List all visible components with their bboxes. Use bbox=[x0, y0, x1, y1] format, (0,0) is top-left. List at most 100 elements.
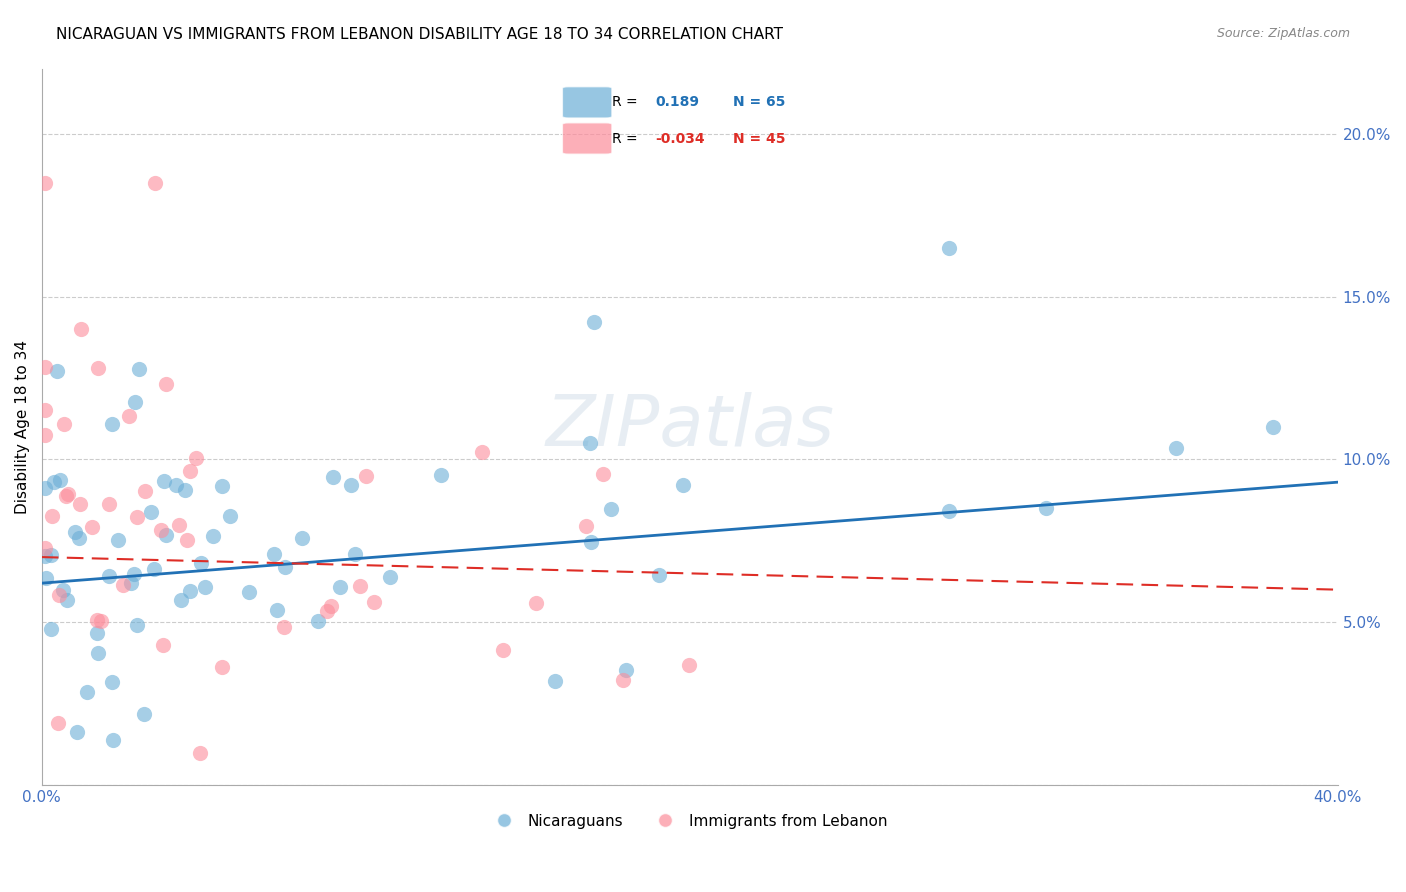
Point bbox=[211, 479, 233, 493]
Point bbox=[41, 509, 63, 524]
Point bbox=[127, 509, 149, 524]
Point bbox=[238, 585, 260, 599]
Point bbox=[211, 660, 233, 674]
Point bbox=[90, 614, 112, 628]
Point bbox=[194, 580, 217, 594]
Point bbox=[174, 483, 197, 498]
Legend: Nicaraguans, Immigrants from Lebanon: Nicaraguans, Immigrants from Lebanon bbox=[486, 807, 893, 835]
Point bbox=[34, 541, 56, 555]
Point bbox=[111, 578, 134, 592]
Point bbox=[579, 436, 602, 450]
Point bbox=[672, 478, 695, 492]
Point bbox=[648, 568, 671, 582]
Point bbox=[581, 535, 603, 549]
Point bbox=[429, 468, 451, 483]
Point bbox=[139, 505, 162, 519]
Point bbox=[273, 559, 295, 574]
Y-axis label: Disability Age 18 to 34: Disability Age 18 to 34 bbox=[15, 340, 30, 514]
Point bbox=[152, 474, 174, 488]
Point bbox=[97, 497, 120, 511]
Point bbox=[76, 684, 98, 698]
Text: Source: ZipAtlas.com: Source: ZipAtlas.com bbox=[1216, 27, 1350, 40]
Point bbox=[291, 531, 314, 545]
Point bbox=[118, 409, 141, 423]
Point bbox=[100, 417, 122, 432]
Text: -0.034: -0.034 bbox=[655, 132, 704, 146]
Point bbox=[575, 519, 598, 533]
Point bbox=[339, 477, 361, 491]
Point bbox=[42, 475, 65, 489]
Point bbox=[263, 547, 285, 561]
Point bbox=[69, 322, 91, 336]
Point bbox=[307, 614, 329, 628]
Point bbox=[167, 517, 190, 532]
Point bbox=[938, 503, 960, 517]
Point bbox=[132, 707, 155, 722]
Point bbox=[592, 467, 614, 481]
Point bbox=[543, 673, 565, 688]
Point bbox=[155, 528, 177, 542]
FancyBboxPatch shape bbox=[562, 87, 612, 118]
Text: R =: R = bbox=[612, 132, 637, 146]
Text: ZIPatlas: ZIPatlas bbox=[546, 392, 834, 461]
Point bbox=[184, 451, 207, 466]
Point bbox=[107, 533, 129, 547]
Point bbox=[134, 484, 156, 499]
Point bbox=[100, 674, 122, 689]
Point bbox=[170, 593, 193, 607]
Point bbox=[69, 497, 91, 511]
Point bbox=[86, 361, 108, 376]
Text: N = 45: N = 45 bbox=[733, 132, 785, 146]
Point bbox=[678, 658, 700, 673]
Point bbox=[143, 562, 166, 576]
Point bbox=[349, 579, 371, 593]
Point bbox=[614, 663, 637, 677]
Point bbox=[344, 547, 367, 561]
Point bbox=[34, 427, 56, 442]
Point bbox=[149, 524, 172, 538]
Point bbox=[492, 643, 515, 657]
Point bbox=[65, 725, 87, 739]
Point bbox=[179, 465, 201, 479]
Text: N = 65: N = 65 bbox=[733, 95, 785, 109]
Point bbox=[34, 176, 56, 190]
Point bbox=[35, 571, 58, 585]
Point bbox=[363, 595, 385, 609]
Point bbox=[34, 403, 56, 417]
Point bbox=[97, 568, 120, 582]
Point bbox=[80, 519, 103, 533]
Point bbox=[143, 176, 166, 190]
Point bbox=[39, 548, 62, 562]
Point bbox=[188, 746, 211, 760]
Point bbox=[55, 593, 77, 607]
Point bbox=[219, 509, 242, 524]
Point bbox=[86, 613, 108, 627]
Point bbox=[65, 525, 87, 540]
Point bbox=[46, 716, 69, 731]
Point bbox=[600, 501, 623, 516]
Point bbox=[165, 478, 187, 492]
Point bbox=[127, 618, 149, 632]
Point bbox=[202, 529, 225, 543]
Point bbox=[122, 567, 145, 582]
Point bbox=[354, 468, 377, 483]
Point bbox=[120, 575, 142, 590]
Point bbox=[938, 241, 960, 255]
FancyBboxPatch shape bbox=[562, 123, 612, 154]
Point bbox=[45, 364, 67, 378]
Point bbox=[273, 620, 295, 634]
Point bbox=[67, 531, 90, 545]
Point bbox=[471, 445, 494, 459]
Point bbox=[190, 556, 212, 570]
Point bbox=[86, 625, 108, 640]
Point bbox=[380, 569, 402, 583]
Text: NICARAGUAN VS IMMIGRANTS FROM LEBANON DISABILITY AGE 18 TO 34 CORRELATION CHART: NICARAGUAN VS IMMIGRANTS FROM LEBANON DI… bbox=[56, 27, 783, 42]
Point bbox=[1164, 441, 1187, 455]
Point bbox=[1261, 420, 1284, 434]
Point bbox=[319, 599, 342, 613]
Point bbox=[1035, 501, 1057, 516]
Point bbox=[152, 639, 174, 653]
Point bbox=[176, 533, 198, 547]
Point bbox=[524, 597, 547, 611]
Point bbox=[322, 470, 344, 484]
